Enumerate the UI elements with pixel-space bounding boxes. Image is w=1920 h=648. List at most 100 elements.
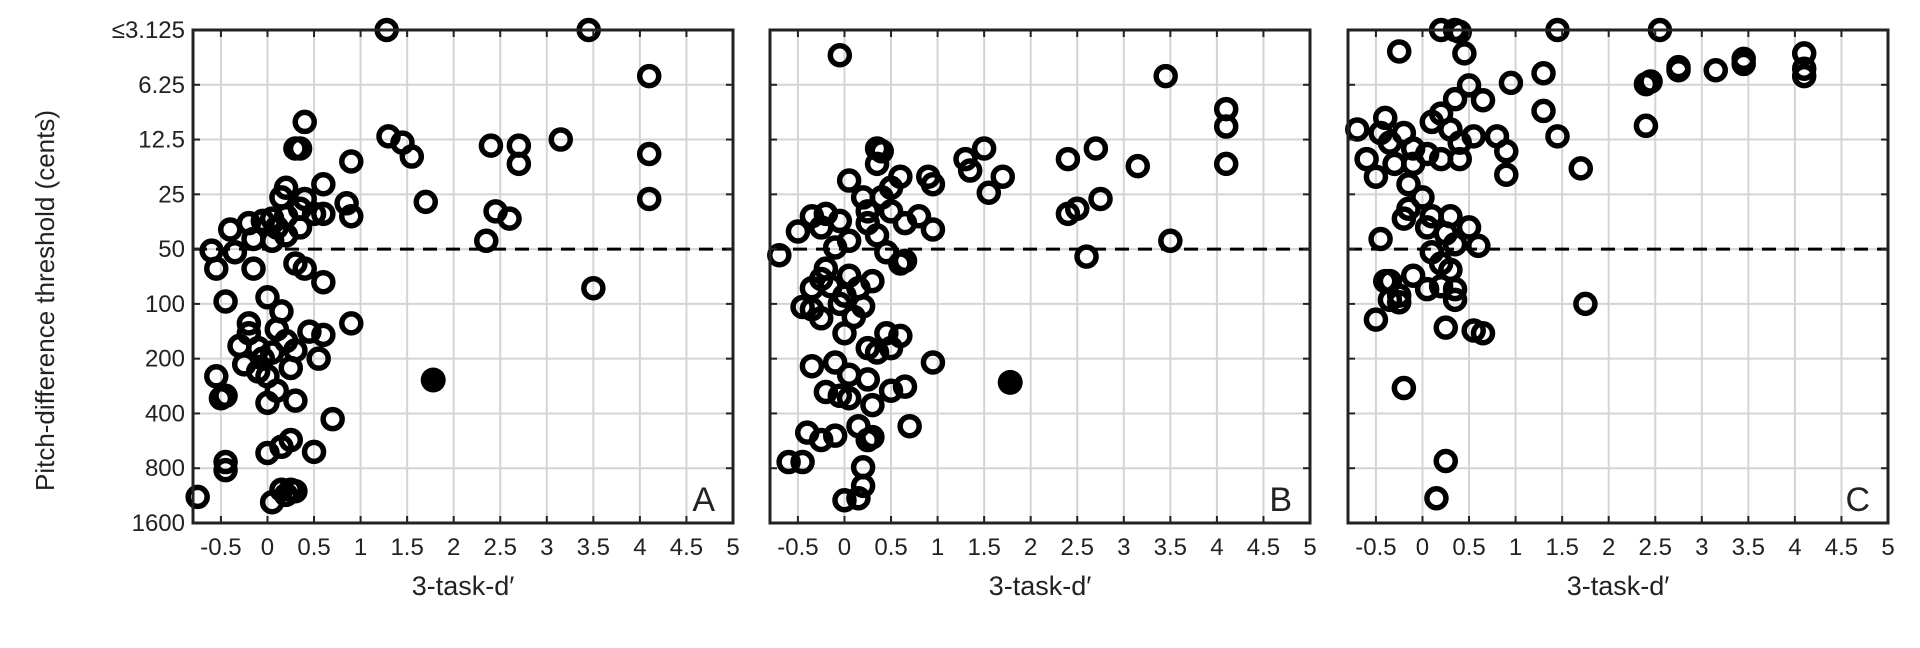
data-point <box>822 350 848 375</box>
data-point <box>1213 151 1239 177</box>
y-axis-label: Pitch-difference threshold (cents) <box>10 40 82 560</box>
data-point <box>1494 162 1519 187</box>
x-tick-label: 2.5 <box>1061 534 1094 561</box>
data-point <box>636 186 662 212</box>
data-point <box>320 406 345 432</box>
y-tick-label: 6.25 <box>138 72 185 99</box>
data-point <box>1391 206 1417 231</box>
panel-B: -0.5 0 0.5 1 1.5 2 2.5 3 3.5 4 4.5 5 3-task-d′ B <box>767 28 1317 601</box>
data-point <box>860 424 885 450</box>
y-tick-label: 200 <box>145 346 185 373</box>
data-point <box>1791 63 1817 89</box>
data-point <box>497 206 522 231</box>
data-point <box>1470 321 1496 346</box>
data-point <box>1442 276 1468 302</box>
x-tick-label: 3.5 <box>1154 534 1187 561</box>
data-point <box>311 269 336 295</box>
data-point <box>971 136 997 161</box>
data-point <box>892 210 918 236</box>
data-point <box>236 311 262 336</box>
data-point <box>920 350 946 375</box>
data-point <box>878 378 904 403</box>
data-point <box>1633 113 1659 139</box>
x-tick-label: 1.5 <box>967 534 1000 561</box>
data-point <box>1055 146 1081 172</box>
data-point <box>1433 315 1459 340</box>
data-point <box>892 248 918 274</box>
plot-area <box>770 30 1310 523</box>
y-tick-label: 400 <box>145 400 185 427</box>
data-point <box>213 289 238 314</box>
data-point <box>776 449 801 475</box>
y-tick-label: 1600 <box>132 510 185 537</box>
data-point <box>1498 70 1524 96</box>
data-point <box>301 201 327 227</box>
data-point <box>878 335 904 361</box>
y-tick-label: 12.5 <box>138 127 185 154</box>
y-tick-label: ≤3.125 <box>112 17 185 44</box>
data-point <box>869 139 894 164</box>
x-tick-label: 4.5 <box>1247 534 1280 561</box>
data-point <box>822 423 848 448</box>
x-tick-label: 5 <box>726 534 739 561</box>
x-tick-label: -0.5 <box>777 534 818 561</box>
data-point <box>855 367 881 392</box>
y-tick-label: 50 <box>158 236 185 263</box>
data-point <box>1363 164 1389 189</box>
data-point <box>1396 171 1421 197</box>
data-point <box>213 449 238 475</box>
data-point <box>841 304 867 330</box>
data-point <box>1414 276 1440 302</box>
data-point <box>185 484 210 510</box>
data-point <box>920 171 946 197</box>
data-point <box>278 355 304 381</box>
data-point <box>1452 41 1477 66</box>
data-point <box>897 413 922 439</box>
data-point <box>1074 244 1099 269</box>
data-point <box>920 217 946 242</box>
data-point <box>1213 114 1239 139</box>
x-tick-label: 1 <box>1509 534 1522 561</box>
data-point <box>1055 201 1081 227</box>
data-point <box>855 199 881 224</box>
data-point <box>283 388 308 413</box>
x-tick-label: 0.5 <box>297 534 330 561</box>
data-point <box>213 457 238 483</box>
data-point <box>413 189 439 215</box>
data-point <box>1456 215 1482 240</box>
x-tick-label: 1.5 <box>390 534 423 561</box>
data-point <box>297 319 322 344</box>
data-point <box>581 275 606 301</box>
data-point <box>813 379 839 405</box>
y-tick-label: 100 <box>145 291 185 318</box>
x-tick-label: 4 <box>1210 534 1223 561</box>
data-point <box>311 171 336 197</box>
data-point <box>1545 124 1570 149</box>
data-point <box>1531 98 1556 124</box>
data-point <box>827 291 853 317</box>
data-point <box>292 109 317 135</box>
data-point <box>785 219 811 244</box>
data-point <box>976 180 1002 205</box>
data-point <box>892 374 918 399</box>
data-point <box>241 256 266 281</box>
data-point <box>478 133 504 158</box>
y-tick-label: 800 <box>145 455 185 482</box>
data-point <box>1494 139 1519 164</box>
data-point <box>799 353 825 379</box>
data-point <box>832 488 857 513</box>
data-point <box>957 158 983 183</box>
x-tick-label: 3 <box>1117 534 1130 561</box>
data-point <box>1466 233 1491 259</box>
data-point <box>1573 291 1598 317</box>
data-point <box>827 42 853 68</box>
x-tick-label: -0.5 <box>1355 534 1396 561</box>
data-point <box>1442 231 1468 257</box>
y-axis-label-text: Pitch-difference threshold (cents) <box>30 109 61 491</box>
data-point <box>1428 274 1454 299</box>
x-tick-label: 1 <box>931 534 944 561</box>
y-tick-label: 25 <box>158 181 185 208</box>
panel-label: A <box>692 481 715 519</box>
x-tick-label: 4.5 <box>1825 534 1858 561</box>
